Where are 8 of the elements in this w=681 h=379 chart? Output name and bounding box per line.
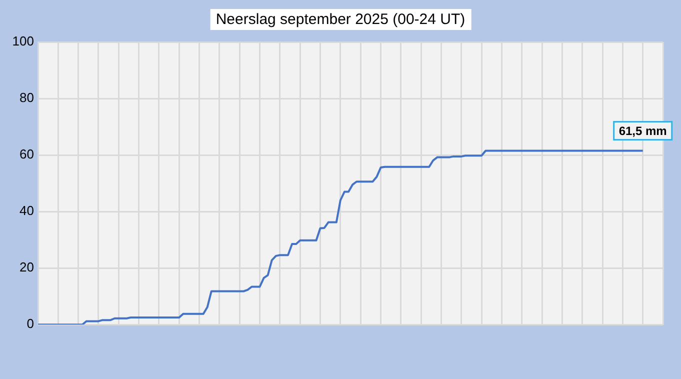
y-tick-label: 100	[12, 34, 34, 49]
y-tick-label: 60	[20, 146, 34, 162]
y-tick-label: 0	[26, 316, 34, 332]
y-tick-label: 20	[20, 260, 34, 275]
annotation: 61,5 mm	[618, 124, 667, 138]
chart-title: Neerslag september 2025 (00-24 UT)	[210, 9, 472, 30]
y-tick-label: 40	[20, 203, 34, 218]
y-tick-label: 80	[20, 90, 34, 106]
